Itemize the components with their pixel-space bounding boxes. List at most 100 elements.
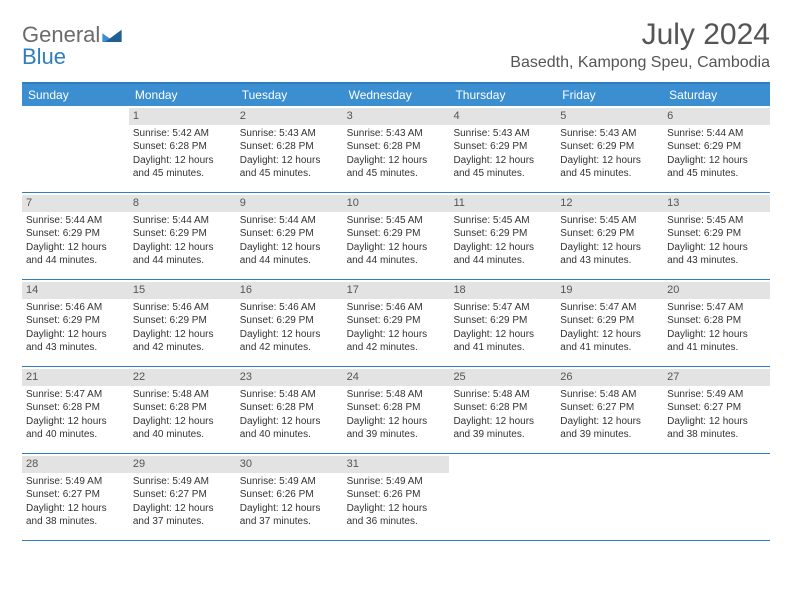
calendar-cell: 25Sunrise: 5:48 AMSunset: 6:28 PMDayligh…	[449, 367, 556, 453]
day-header-sat: Saturday	[663, 84, 770, 106]
daylight-text: Daylight: 12 hours and 44 minutes.	[26, 241, 125, 268]
daylight-text: Daylight: 12 hours and 37 minutes.	[133, 502, 232, 529]
sunset-text: Sunset: 6:29 PM	[26, 314, 125, 328]
calendar-cell: 16Sunrise: 5:46 AMSunset: 6:29 PMDayligh…	[236, 280, 343, 366]
week-row: 21Sunrise: 5:47 AMSunset: 6:28 PMDayligh…	[22, 367, 770, 454]
day-number: 16	[236, 282, 343, 299]
calendar-cell: 22Sunrise: 5:48 AMSunset: 6:28 PMDayligh…	[129, 367, 236, 453]
daylight-text: Daylight: 12 hours and 38 minutes.	[667, 415, 766, 442]
daylight-text: Daylight: 12 hours and 43 minutes.	[667, 241, 766, 268]
day-number: 22	[129, 369, 236, 386]
day-number: 6	[663, 108, 770, 125]
daylight-text: Daylight: 12 hours and 43 minutes.	[560, 241, 659, 268]
sunrise-text: Sunrise: 5:47 AM	[560, 301, 659, 315]
sunset-text: Sunset: 6:29 PM	[560, 227, 659, 241]
day-number: 25	[449, 369, 556, 386]
sunset-text: Sunset: 6:29 PM	[133, 227, 232, 241]
day-number: 17	[343, 282, 450, 299]
daylight-text: Daylight: 12 hours and 40 minutes.	[133, 415, 232, 442]
day-number: 10	[343, 195, 450, 212]
day-number: 29	[129, 456, 236, 473]
day-number: 27	[663, 369, 770, 386]
sunset-text: Sunset: 6:29 PM	[560, 140, 659, 154]
day-number: 5	[556, 108, 663, 125]
sunrise-text: Sunrise: 5:46 AM	[240, 301, 339, 315]
daylight-text: Daylight: 12 hours and 45 minutes.	[453, 154, 552, 181]
sunrise-text: Sunrise: 5:43 AM	[453, 127, 552, 141]
daylight-text: Daylight: 12 hours and 44 minutes.	[133, 241, 232, 268]
daylight-text: Daylight: 12 hours and 42 minutes.	[240, 328, 339, 355]
sunset-text: Sunset: 6:26 PM	[347, 488, 446, 502]
sunrise-text: Sunrise: 5:46 AM	[347, 301, 446, 315]
logo-text-general: General	[22, 24, 100, 46]
sunrise-text: Sunrise: 5:44 AM	[26, 214, 125, 228]
sunset-text: Sunset: 6:29 PM	[240, 227, 339, 241]
daylight-text: Daylight: 12 hours and 40 minutes.	[26, 415, 125, 442]
day-number: 14	[22, 282, 129, 299]
calendar-cell: 10 Sunrise: 5:45 AMSunset: 6:29 PMDayligh…	[343, 193, 450, 279]
sunset-text: Sunset: 6:27 PM	[667, 401, 766, 415]
calendar-cell: 1Sunrise: 5:42 AMSunset: 6:28 PMDaylight…	[129, 106, 236, 192]
sunrise-text: Sunrise: 5:43 AM	[240, 127, 339, 141]
sunrise-text: Sunrise: 5:43 AM	[347, 127, 446, 141]
daylight-text: Daylight: 12 hours and 44 minutes.	[347, 241, 446, 268]
sunset-text: Sunset: 6:29 PM	[347, 227, 446, 241]
sunset-text: Sunset: 6:27 PM	[133, 488, 232, 502]
daylight-text: Daylight: 12 hours and 41 minutes.	[667, 328, 766, 355]
sunrise-text: Sunrise: 5:49 AM	[667, 388, 766, 402]
daylight-text: Daylight: 12 hours and 41 minutes.	[560, 328, 659, 355]
sunset-text: Sunset: 6:28 PM	[347, 140, 446, 154]
daylight-text: Daylight: 12 hours and 38 minutes.	[26, 502, 125, 529]
sunrise-text: Sunrise: 5:47 AM	[667, 301, 766, 315]
day-number: 1	[129, 108, 236, 125]
daylight-text: Daylight: 12 hours and 39 minutes.	[560, 415, 659, 442]
daylight-text: Daylight: 12 hours and 43 minutes.	[26, 328, 125, 355]
calendar-cell: 6Sunrise: 5:44 AMSunset: 6:29 PMDaylight…	[663, 106, 770, 192]
sunset-text: Sunset: 6:28 PM	[667, 314, 766, 328]
calendar-cell	[449, 454, 556, 540]
day-number: 20	[663, 282, 770, 299]
sunrise-text: Sunrise: 5:48 AM	[240, 388, 339, 402]
month-title: July 2024	[510, 18, 770, 52]
week-row: 14Sunrise: 5:46 AMSunset: 6:29 PMDayligh…	[22, 280, 770, 367]
day-number: 11	[449, 195, 556, 212]
sunset-text: Sunset: 6:29 PM	[453, 227, 552, 241]
sunrise-text: Sunrise: 5:49 AM	[240, 475, 339, 489]
day-number: 15	[129, 282, 236, 299]
sunrise-text: Sunrise: 5:43 AM	[560, 127, 659, 141]
daylight-text: Daylight: 12 hours and 39 minutes.	[453, 415, 552, 442]
sunrise-text: Sunrise: 5:45 AM	[347, 214, 446, 228]
day-number: 31	[343, 456, 450, 473]
daylight-text: Daylight: 12 hours and 45 minutes.	[133, 154, 232, 181]
day-number: 7	[22, 195, 129, 212]
day-number: 13	[663, 195, 770, 212]
sunset-text: Sunset: 6:28 PM	[26, 401, 125, 415]
calendar-cell: 26Sunrise: 5:48 AMSunset: 6:27 PMDayligh…	[556, 367, 663, 453]
calendar-cell: 3Sunrise: 5:43 AMSunset: 6:28 PMDaylight…	[343, 106, 450, 192]
calendar-cell: 28Sunrise: 5:49 AMSunset: 6:27 PMDayligh…	[22, 454, 129, 540]
day-number: 8	[129, 195, 236, 212]
sunrise-text: Sunrise: 5:49 AM	[26, 475, 125, 489]
day-number: 30	[236, 456, 343, 473]
day-number: 12	[556, 195, 663, 212]
logo-triangle-icon	[102, 24, 122, 46]
sunset-text: Sunset: 6:29 PM	[667, 140, 766, 154]
day-number: 24	[343, 369, 450, 386]
sunrise-text: Sunrise: 5:49 AM	[347, 475, 446, 489]
sunrise-text: Sunrise: 5:47 AM	[26, 388, 125, 402]
sunset-text: Sunset: 6:26 PM	[240, 488, 339, 502]
calendar-cell: 31Sunrise: 5:49 AMSunset: 6:26 PMDayligh…	[343, 454, 450, 540]
calendar-cell: 24Sunrise: 5:48 AMSunset: 6:28 PMDayligh…	[343, 367, 450, 453]
sunrise-text: Sunrise: 5:48 AM	[347, 388, 446, 402]
sunset-text: Sunset: 6:29 PM	[560, 314, 659, 328]
daylight-text: Daylight: 12 hours and 41 minutes.	[453, 328, 552, 355]
day-header-sun: Sunday	[22, 84, 129, 106]
daylight-text: Daylight: 12 hours and 44 minutes.	[240, 241, 339, 268]
calendar-cell: 21Sunrise: 5:47 AMSunset: 6:28 PMDayligh…	[22, 367, 129, 453]
calendar-cell: 9Sunrise: 5:44 AMSunset: 6:29 PMDaylight…	[236, 193, 343, 279]
calendar-cell: 5Sunrise: 5:43 AMSunset: 6:29 PMDaylight…	[556, 106, 663, 192]
sunset-text: Sunset: 6:29 PM	[133, 314, 232, 328]
calendar-cell: 18Sunrise: 5:47 AMSunset: 6:29 PMDayligh…	[449, 280, 556, 366]
daylight-text: Daylight: 12 hours and 42 minutes.	[347, 328, 446, 355]
sunrise-text: Sunrise: 5:42 AM	[133, 127, 232, 141]
